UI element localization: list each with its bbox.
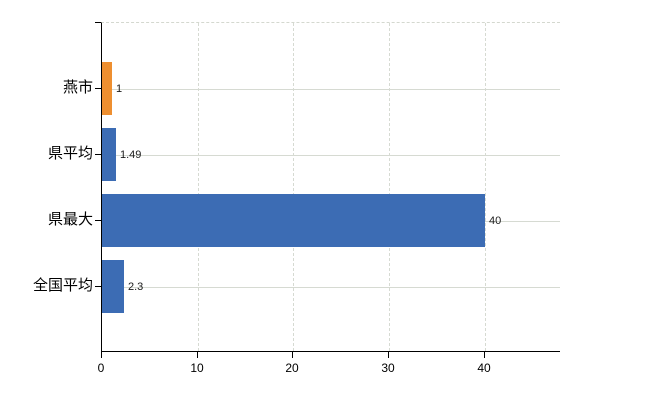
- vertical-gridline: [198, 23, 199, 351]
- x-axis-tick: [484, 352, 485, 358]
- plot-area: 1 1.49 40 2.3: [101, 22, 560, 352]
- y-axis-tick: [95, 154, 101, 155]
- vertical-gridline: [293, 23, 294, 351]
- bar-value-label: 1.49: [120, 149, 142, 161]
- horizontal-gridline: [102, 89, 560, 90]
- y-axis-tick: [95, 220, 101, 221]
- horizontal-gridline: [102, 155, 560, 156]
- x-axis-tick: [292, 352, 293, 358]
- category-label: 県最大: [47, 211, 93, 228]
- x-axis-tick-label: 10: [190, 361, 204, 375]
- bar: [102, 260, 124, 313]
- bar: [102, 128, 116, 181]
- x-axis-tick-label: 30: [381, 361, 395, 375]
- vertical-gridline: [485, 23, 486, 351]
- x-axis-tick: [197, 352, 198, 358]
- x-axis-tick-label: 0: [97, 361, 105, 375]
- bar-value-label: 40: [489, 215, 502, 227]
- y-axis-tick: [95, 88, 101, 89]
- x-axis-tick: [388, 352, 389, 358]
- category-label: 全国平均: [32, 277, 93, 294]
- x-axis-tick-label: 40: [477, 361, 491, 375]
- bar-value-label: 2.3: [128, 281, 144, 293]
- y-axis-top-tick: [95, 22, 101, 23]
- bar: [102, 62, 112, 115]
- horizontal-gridline: [102, 287, 560, 288]
- bar-value-label: 1: [116, 83, 123, 95]
- category-label: 燕市: [62, 79, 93, 96]
- bar: [102, 194, 485, 247]
- x-axis-tick-label: 20: [285, 361, 299, 375]
- x-axis-tick: [101, 352, 102, 358]
- vertical-gridline: [389, 23, 390, 351]
- category-label: 県平均: [47, 145, 93, 162]
- y-axis-tick: [95, 286, 101, 287]
